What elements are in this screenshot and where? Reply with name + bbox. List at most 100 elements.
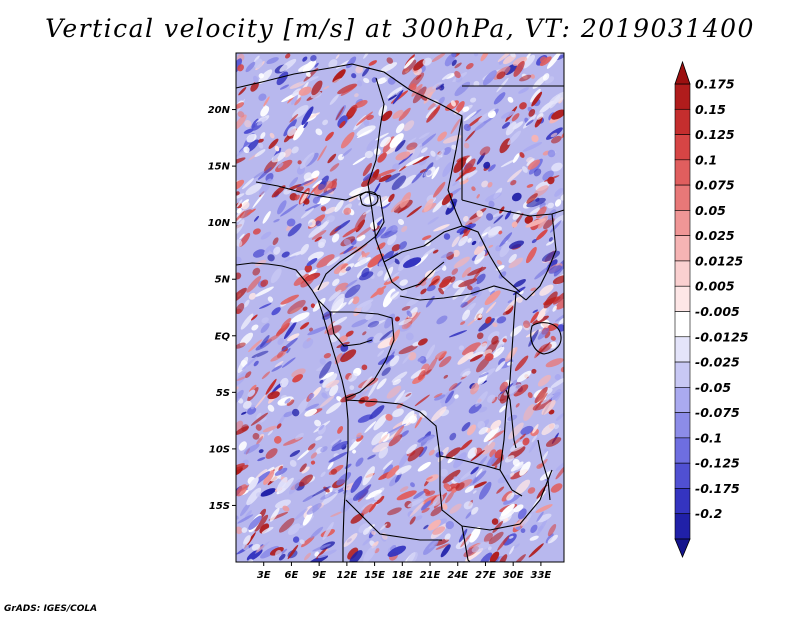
velocity-streak (458, 170, 478, 182)
velocity-streak (296, 269, 307, 278)
velocity-streak (488, 164, 496, 172)
velocity-streak (302, 511, 313, 526)
velocity-streak (547, 534, 558, 544)
velocity-streak (391, 244, 401, 252)
velocity-streak (288, 479, 301, 495)
velocity-streak (302, 56, 308, 62)
velocity-streak (435, 83, 445, 90)
velocity-streak (374, 493, 382, 501)
velocity-streak (405, 392, 412, 397)
velocity-streak (509, 545, 515, 555)
velocity-streak (505, 121, 517, 136)
velocity-streak (467, 447, 478, 459)
velocity-streak (451, 488, 457, 493)
velocity-streak (412, 155, 430, 165)
velocity-streak (326, 325, 342, 336)
velocity-streak (405, 332, 414, 341)
velocity-streak (513, 504, 524, 513)
colorbar-cell (674, 311, 691, 338)
velocity-streak (276, 350, 284, 358)
velocity-streak (433, 224, 450, 232)
velocity-streak (552, 305, 557, 312)
velocity-streak (426, 106, 441, 123)
velocity-streak (296, 179, 314, 188)
velocity-streak (294, 97, 302, 106)
velocity-streak (345, 330, 354, 337)
velocity-streak (492, 346, 505, 359)
velocity-streak (423, 198, 434, 213)
velocity-streak (417, 357, 425, 362)
velocity-streak (323, 352, 332, 359)
velocity-streak (241, 527, 248, 533)
colorbar-bottom-cap (674, 538, 691, 559)
x-tick-label: 9E (312, 570, 326, 581)
velocity-streak (302, 338, 314, 349)
velocity-streak (281, 251, 290, 258)
velocity-streak (470, 449, 485, 462)
velocity-streak (378, 433, 389, 444)
velocity-streak (247, 389, 256, 397)
velocity-streak (262, 211, 271, 224)
velocity-streak (478, 314, 483, 319)
velocity-streak (283, 411, 294, 418)
velocity-streak (305, 71, 311, 77)
y-tick-label: 15N (208, 162, 231, 173)
colorbar-cell (674, 513, 691, 540)
velocity-streak (279, 58, 297, 72)
velocity-streak (253, 170, 266, 179)
velocity-streak (281, 318, 292, 329)
velocity-streak (297, 447, 312, 461)
velocity-streak (237, 111, 245, 118)
velocity-streak (387, 86, 403, 99)
velocity-streak (356, 435, 364, 442)
velocity-streak (237, 64, 244, 72)
velocity-streak (287, 523, 301, 536)
velocity-streak (358, 523, 369, 533)
velocity-streak (532, 424, 539, 434)
velocity-streak (376, 378, 387, 390)
velocity-streak (474, 250, 486, 265)
velocity-streak (329, 384, 339, 397)
velocity-streak (307, 251, 324, 262)
colorbar-cell (674, 361, 691, 388)
velocity-streak (414, 515, 423, 521)
velocity-streak (449, 503, 462, 514)
x-tick-label: 24E (447, 570, 468, 581)
velocity-streak (237, 514, 254, 524)
velocity-streak (259, 178, 272, 196)
velocity-streak (236, 219, 245, 235)
velocity-streak (286, 333, 300, 342)
velocity-streak (392, 89, 404, 105)
velocity-streak (513, 543, 520, 549)
velocity-streak (362, 537, 372, 546)
velocity-streak (452, 249, 460, 258)
velocity-streak (461, 267, 472, 278)
velocity-streak (363, 120, 370, 126)
velocity-streak (343, 245, 354, 254)
velocity-streak (259, 303, 272, 309)
velocity-streak (331, 439, 342, 449)
velocity-streak (293, 123, 305, 141)
velocity-streak (531, 435, 538, 443)
x-tick-label: 6E (285, 570, 299, 581)
velocity-streak (380, 136, 391, 148)
velocity-streak (350, 476, 363, 493)
velocity-streak (381, 110, 393, 122)
colorbar-label: -0.1 (695, 430, 722, 445)
velocity-streak (291, 95, 298, 105)
velocity-streak (357, 414, 373, 423)
velocity-streak (274, 467, 288, 476)
velocity-streak (499, 508, 516, 520)
velocity-streak (361, 503, 374, 515)
velocity-streak (246, 139, 259, 152)
velocity-streak (335, 54, 340, 60)
velocity-streak (470, 382, 480, 395)
velocity-streak (317, 549, 337, 559)
velocity-streak (243, 443, 260, 455)
velocity-streak (507, 299, 513, 303)
velocity-streak (236, 102, 244, 109)
velocity-streak (418, 338, 428, 346)
velocity-streak (311, 80, 323, 96)
velocity-streak (419, 168, 427, 173)
